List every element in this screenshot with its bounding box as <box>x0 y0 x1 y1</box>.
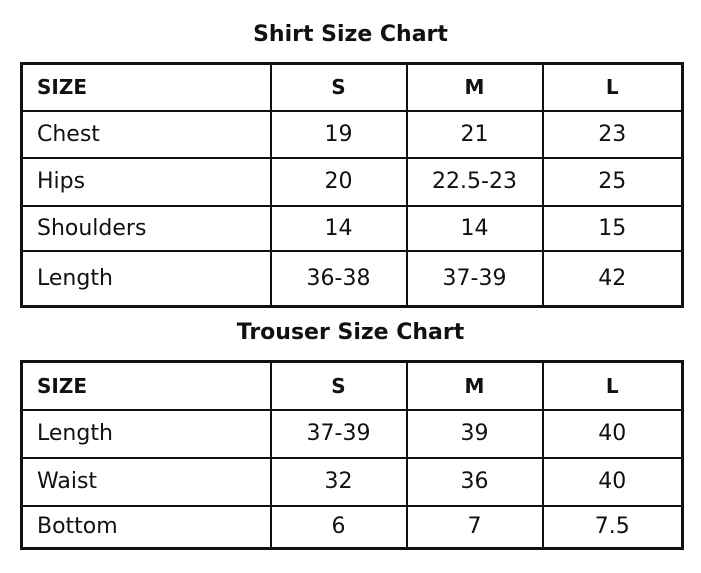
header-cell: S <box>269 360 408 411</box>
cell: 14 <box>269 204 408 252</box>
row-label: Shoulders <box>20 204 272 252</box>
table-header-row: SIZE S M L <box>20 360 684 411</box>
cell: 15 <box>541 204 684 252</box>
shirt-size-table: SIZE S M L Chest 19 21 23 Hips 20 22.5-2… <box>20 62 684 308</box>
table-row: Shoulders 14 14 15 <box>20 204 684 252</box>
row-label: Waist <box>20 456 272 507</box>
trouser-size-table: SIZE S M L Length 37-39 39 40 Waist 32 3… <box>20 360 684 550</box>
cell: 32 <box>269 456 408 507</box>
row-label: Chest <box>20 109 272 159</box>
cell: 37-39 <box>269 408 408 459</box>
table-row: Hips 20 22.5-23 25 <box>20 156 684 207</box>
row-label: Bottom <box>20 504 272 550</box>
header-cell: SIZE <box>20 62 272 112</box>
table-row: Length 37-39 39 40 <box>20 408 684 459</box>
table-row: Chest 19 21 23 <box>20 109 684 159</box>
trouser-chart-title: Trouser Size Chart <box>236 320 465 345</box>
cell: 36-38 <box>269 249 408 308</box>
cell: 37-39 <box>405 249 544 308</box>
header-cell: S <box>269 62 408 112</box>
cell: 42 <box>541 249 684 308</box>
cell: 21 <box>405 109 544 159</box>
row-label: Hips <box>20 156 272 207</box>
table-row: Waist 32 36 40 <box>20 456 684 507</box>
header-cell: L <box>541 360 684 411</box>
table-row: Length 36-38 37-39 42 <box>20 249 684 308</box>
cell: 19 <box>269 109 408 159</box>
cell: 14 <box>405 204 544 252</box>
header-cell: M <box>405 360 544 411</box>
cell: 20 <box>269 156 408 207</box>
cell: 22.5-23 <box>405 156 544 207</box>
table-header-row: SIZE S M L <box>20 62 684 112</box>
cell: 36 <box>405 456 544 507</box>
cell: 6 <box>269 504 408 550</box>
cell: 7.5 <box>541 504 684 550</box>
shirt-chart-title: Shirt Size Chart <box>253 22 448 47</box>
header-cell: SIZE <box>20 360 272 411</box>
cell: 40 <box>541 408 684 459</box>
cell: 23 <box>541 109 684 159</box>
row-label: Length <box>20 408 272 459</box>
cell: 40 <box>541 456 684 507</box>
cell: 39 <box>405 408 544 459</box>
header-cell: L <box>541 62 684 112</box>
cell: 7 <box>405 504 544 550</box>
cell: 25 <box>541 156 684 207</box>
table-row: Bottom 6 7 7.5 <box>20 504 684 550</box>
header-cell: M <box>405 62 544 112</box>
row-label: Length <box>20 249 272 308</box>
